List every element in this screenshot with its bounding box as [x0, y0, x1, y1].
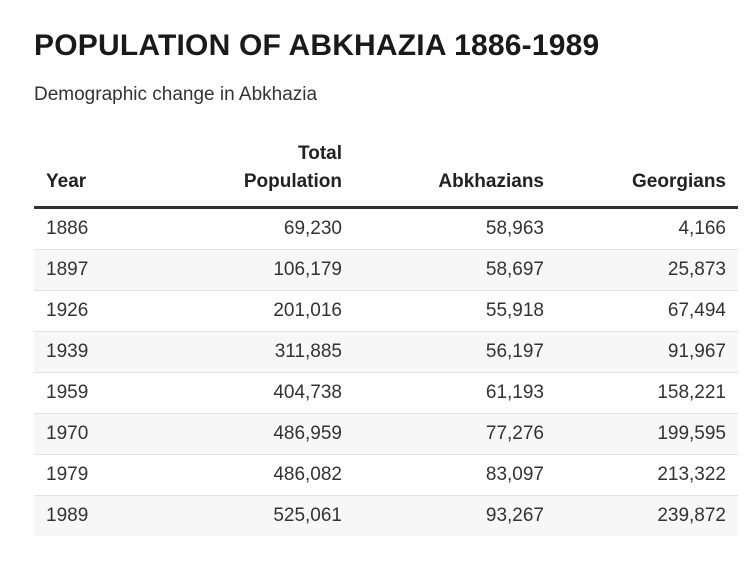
georgians-cell: 25,873: [556, 249, 738, 291]
georgians-cell: 213,322: [556, 454, 738, 496]
table-body: 1886 69,230 58,963 4,166 1897 106,179 58,697 25…: [34, 207, 738, 536]
total-population-cell: 311,885: [184, 331, 354, 373]
abkhazians-cell: 93,267: [354, 495, 556, 536]
georgians-cell: 67,494: [556, 290, 738, 332]
georgians-cell: 199,595: [556, 413, 738, 455]
table-row: 1970 486,959 77,276 199,595: [34, 413, 738, 455]
column-header-abkhazians: Abkhazians: [354, 140, 556, 209]
table-row: 1989 525,061 93,267 239,872: [34, 495, 738, 536]
georgians-cell: 91,967: [556, 331, 738, 373]
abkhazians-cell: 56,197: [354, 331, 556, 373]
year-cell: 1959: [34, 372, 184, 414]
abkhazians-cell: 55,918: [354, 290, 556, 332]
total-population-cell: 525,061: [184, 495, 354, 536]
year-cell: 1897: [34, 249, 184, 291]
year-cell: 1926: [34, 290, 184, 332]
year-cell: 1939: [34, 331, 184, 373]
georgians-cell: 239,872: [556, 495, 738, 536]
chart-title: POPULATION OF ABKHAZIA 1886-1989: [34, 29, 600, 62]
year-cell: 1886: [34, 207, 184, 250]
table-header-row: Year Total Population Abkhazians Georgia…: [34, 140, 738, 209]
total-population-cell: 201,016: [184, 290, 354, 332]
table-row: 1939 311,885 56,197 91,967: [34, 331, 738, 373]
abkhazians-cell: 83,097: [354, 454, 556, 496]
abkhazians-cell: 58,963: [354, 207, 556, 250]
table-row: 1979 486,082 83,097 213,322: [34, 454, 738, 496]
total-population-cell: 486,959: [184, 413, 354, 455]
population-table: Year Total Population Abkhazians Georgia…: [34, 140, 738, 536]
table-row: 1926 201,016 55,918 67,494: [34, 290, 738, 332]
total-population-cell: 106,179: [184, 249, 354, 291]
abkhazians-cell: 77,276: [354, 413, 556, 455]
abkhazians-cell: 58,697: [354, 249, 556, 291]
year-cell: 1970: [34, 413, 184, 455]
column-header-year: Year: [34, 140, 184, 209]
total-population-cell: 404,738: [184, 372, 354, 414]
total-population-cell: 486,082: [184, 454, 354, 496]
column-header-total-population: Total Population: [184, 140, 354, 209]
table-row: 1886 69,230 58,963 4,166: [34, 207, 738, 250]
georgians-cell: 4,166: [556, 207, 738, 250]
table-row: 1897 106,179 58,697 25,873: [34, 249, 738, 291]
year-cell: 1979: [34, 454, 184, 496]
total-population-cell: 69,230: [184, 207, 354, 250]
abkhazians-cell: 61,193: [354, 372, 556, 414]
chart-subtitle: Demographic change in Abkhazia: [34, 84, 318, 105]
table-row: 1959 404,738 61,193 158,221: [34, 372, 738, 414]
column-header-georgians: Georgians: [556, 140, 738, 209]
year-cell: 1989: [34, 495, 184, 536]
column-header-total-population-label: Total Population: [243, 143, 342, 192]
georgians-cell: 158,221: [556, 372, 738, 414]
